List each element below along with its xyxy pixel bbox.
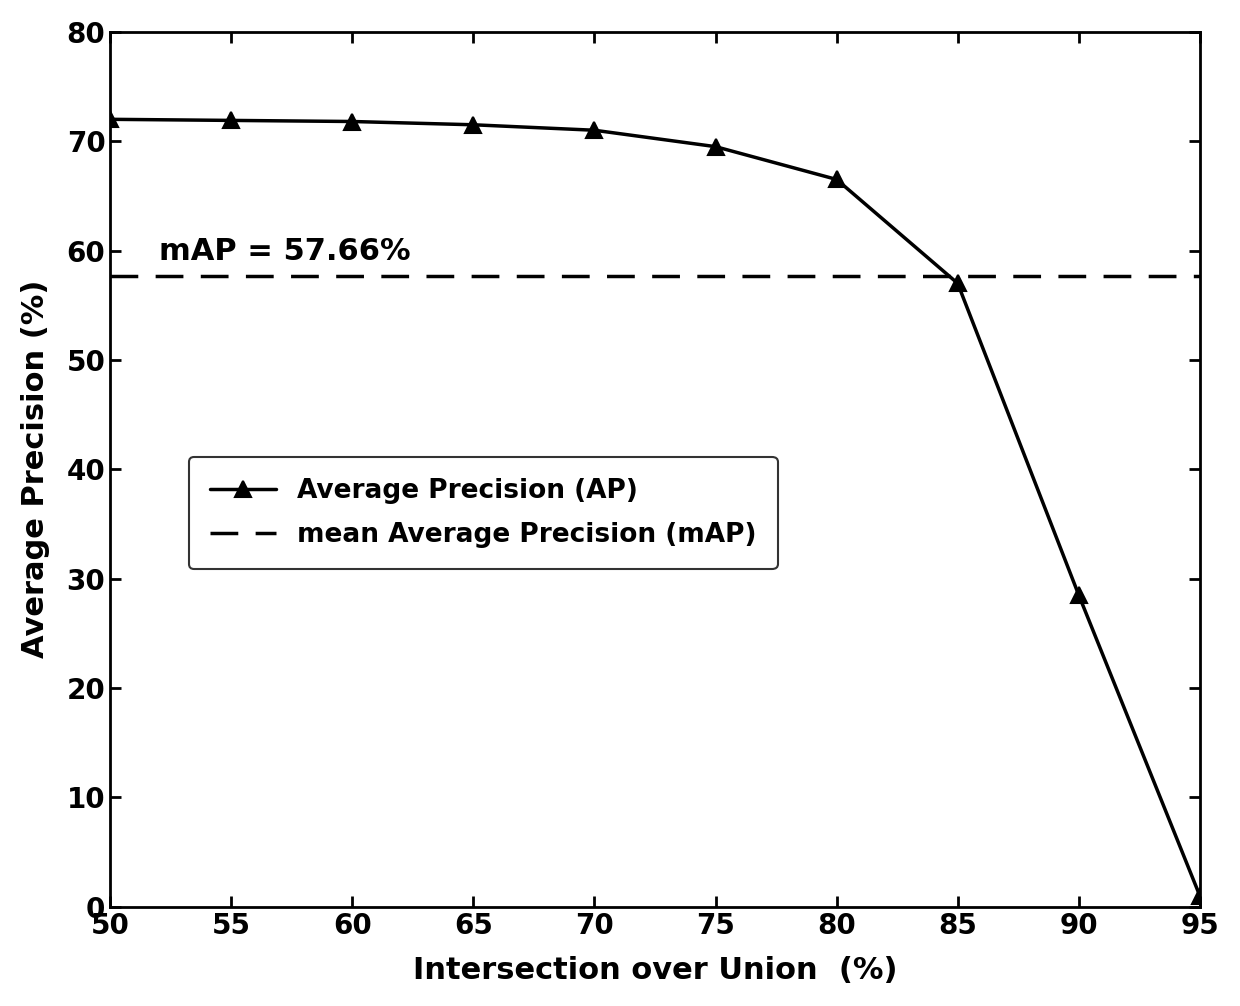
Y-axis label: Average Precision (%): Average Precision (%) (21, 280, 50, 658)
Average Precision (AP) (708, 141, 723, 153)
Average Precision (AP) (103, 114, 118, 126)
Legend: Average Precision (AP), mean Average Precision (mAP): Average Precision (AP), mean Average Pre… (188, 457, 777, 569)
Average Precision (AP) (587, 124, 601, 136)
Text: mAP = 57.66%: mAP = 57.66% (159, 236, 410, 266)
Average Precision (AP) (224, 115, 239, 127)
Line: Average Precision (AP): Average Precision (AP) (102, 111, 1208, 904)
Average Precision (AP) (950, 278, 965, 290)
Average Precision (AP) (830, 173, 844, 185)
Average Precision (AP) (466, 119, 481, 131)
Average Precision (AP) (1071, 589, 1086, 601)
Average Precision (AP) (1193, 889, 1208, 901)
X-axis label: Intersection over Union  (%): Intersection over Union (%) (413, 956, 898, 985)
Average Precision (AP) (345, 116, 360, 128)
